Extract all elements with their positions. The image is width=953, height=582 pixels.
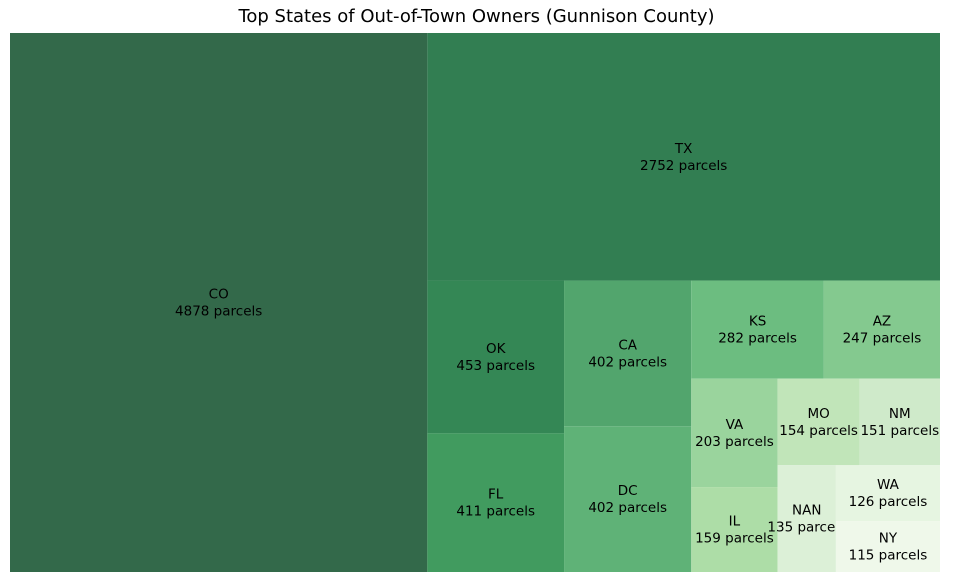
cell-rect-ca	[564, 280, 692, 427]
cell-rect-ok	[427, 280, 565, 434]
cell-value-va: 203 parcels	[695, 434, 774, 450]
cell-label-mo: MO	[807, 406, 829, 422]
cell-label-nm: NM	[889, 406, 911, 422]
cell-label-ks: KS	[749, 314, 766, 330]
cell-rect-ny	[835, 521, 940, 572]
cell-label-wa: WA	[877, 477, 900, 493]
cell-value-ca: 402 parcels	[588, 354, 667, 370]
cell-label-ok: OK	[486, 341, 507, 357]
cell-rect-va	[691, 378, 778, 488]
cell-rect-nm	[859, 378, 940, 466]
cell-value-nm: 151 parcels	[860, 423, 939, 439]
cell-value-dc: 402 parcels	[588, 500, 667, 516]
cell-label-tx: TX	[674, 141, 693, 157]
chart-title: Top States of Out-of-Town Owners (Gunnis…	[238, 6, 715, 27]
cell-rect-co	[10, 33, 428, 572]
cell-value-ny: 115 parcels	[849, 548, 928, 564]
cell-value-nan: 135 parcels	[767, 520, 846, 536]
cell-rect-nan	[777, 465, 836, 572]
cell-rect-ks	[691, 280, 824, 379]
cell-rect-tx	[427, 33, 940, 281]
cell-value-wa: 126 parcels	[849, 494, 928, 510]
cell-rect-mo	[777, 378, 860, 466]
cell-rect-il	[691, 487, 778, 572]
cell-value-fl: 411 parcels	[456, 504, 535, 520]
cell-label-ca: CA	[618, 337, 637, 353]
cell-label-co: CO	[209, 287, 229, 303]
cell-rect-wa	[835, 465, 940, 522]
cell-value-ok: 453 parcels	[456, 358, 535, 374]
cell-rect-az	[823, 280, 940, 379]
cell-value-mo: 154 parcels	[779, 423, 858, 439]
cell-rect-dc	[564, 426, 692, 572]
cell-value-ks: 282 parcels	[718, 331, 797, 347]
cell-rect-fl	[427, 433, 565, 572]
cell-value-co: 4878 parcels	[175, 304, 262, 320]
cell-label-ny: NY	[879, 531, 898, 547]
cell-label-va: VA	[726, 417, 744, 433]
cell-label-nan: NAN	[792, 503, 821, 519]
cell-value-tx: 2752 parcels	[640, 158, 727, 174]
cell-label-az: AZ	[873, 314, 891, 330]
cell-label-dc: DC	[618, 483, 638, 499]
cell-label-fl: FL	[488, 487, 504, 503]
cell-value-il: 159 parcels	[695, 531, 774, 547]
cell-label-il: IL	[729, 514, 741, 530]
cell-value-az: 247 parcels	[843, 331, 922, 347]
